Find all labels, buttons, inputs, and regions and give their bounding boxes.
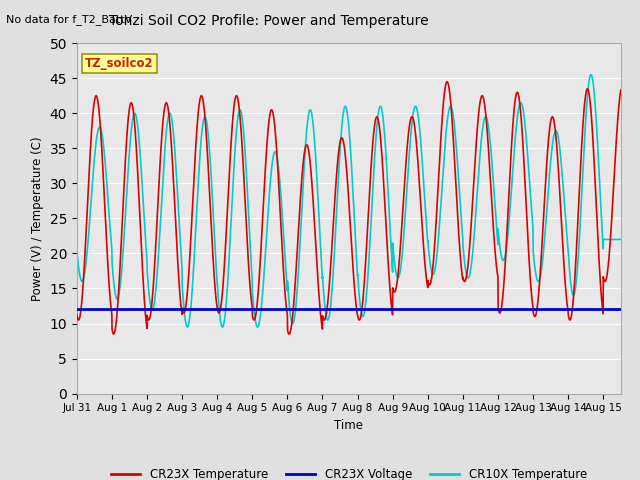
CR10X Temperature <box>399 240 407 246</box>
Legend: CR23X Temperature, CR23X Voltage, CR10X Temperature: CR23X Temperature, CR23X Voltage, CR10X … <box>106 463 591 480</box>
CR23X Temperature <box>427 280 435 286</box>
CR10X Temperature <box>281 251 289 256</box>
CR23X Voltage <box>520 307 528 312</box>
CR23X Temperature <box>172 219 179 225</box>
CR10X Temperature <box>253 324 261 330</box>
Line: CR10X Temperature: CR10X Temperature <box>77 75 621 327</box>
CR23X Temperature <box>479 94 487 99</box>
CR23X Voltage <box>479 307 486 312</box>
CR23X Voltage <box>281 307 289 312</box>
CR10X Temperature <box>587 72 595 78</box>
Line: CR23X Temperature: CR23X Temperature <box>77 82 621 334</box>
CR23X Voltage <box>427 307 435 312</box>
Text: Tonzi Soil CO2 Profile: Power and Temperature: Tonzi Soil CO2 Profile: Power and Temper… <box>109 14 429 28</box>
CR23X Voltage <box>172 307 179 312</box>
CR23X Temperature <box>281 285 289 291</box>
CR23X Voltage <box>399 307 407 312</box>
CR23X Temperature <box>399 202 407 208</box>
CR23X Temperature <box>285 331 293 337</box>
CR10X Temperature <box>479 124 486 130</box>
Y-axis label: Power (V) / Temperature (C): Power (V) / Temperature (C) <box>31 136 44 300</box>
CR10X Temperature <box>520 114 528 120</box>
Text: No data for f_T2_BattV: No data for f_T2_BattV <box>6 14 132 25</box>
Text: TZ_soilco2: TZ_soilco2 <box>85 57 154 70</box>
CR10X Temperature <box>73 247 81 252</box>
CR23X Temperature <box>617 87 625 93</box>
CR23X Temperature <box>444 79 451 84</box>
CR23X Voltage <box>617 307 625 312</box>
CR10X Temperature <box>427 264 435 270</box>
CR10X Temperature <box>617 237 625 242</box>
CR23X Voltage <box>73 307 81 312</box>
CR23X Temperature <box>520 166 528 171</box>
X-axis label: Time: Time <box>334 419 364 432</box>
CR10X Temperature <box>172 159 179 165</box>
CR23X Temperature <box>73 312 81 317</box>
